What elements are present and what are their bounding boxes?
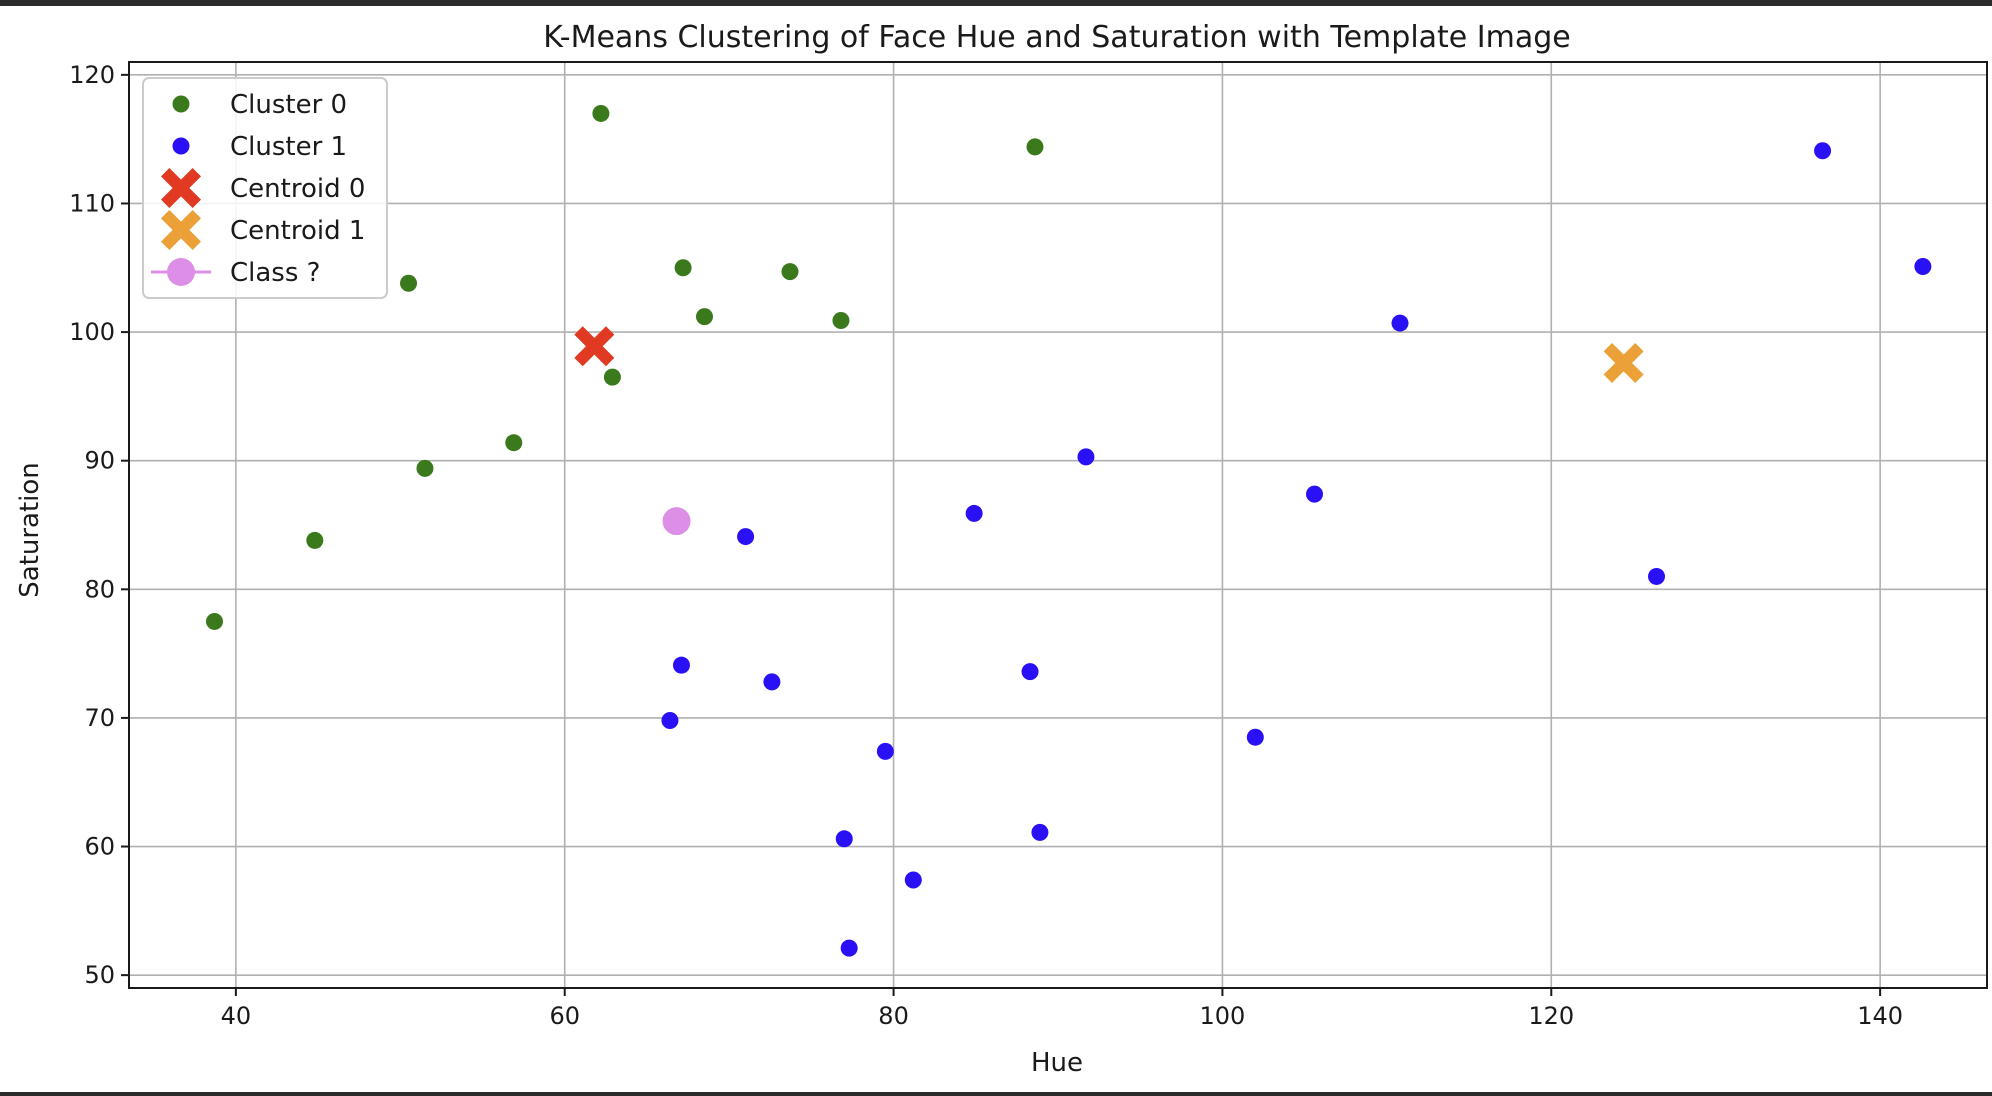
cluster-1-point <box>1077 448 1095 466</box>
legend-centroid-1-swatch <box>161 210 201 250</box>
cluster-0-point <box>1026 138 1044 156</box>
cluster-1-point <box>1391 314 1409 332</box>
window-bottom-bar <box>0 1092 1992 1096</box>
cluster-0-point <box>505 434 523 452</box>
class-point <box>662 507 691 536</box>
x-tick-label: 40 <box>221 1002 252 1030</box>
cluster-0-point <box>206 612 224 630</box>
plot-frame <box>128 61 1988 989</box>
cluster-1-point <box>835 830 853 848</box>
cluster-0-point <box>592 104 610 122</box>
cluster-0-point <box>416 459 434 477</box>
x-tick-label: 80 <box>878 1002 909 1030</box>
cluster-0-point <box>781 263 799 281</box>
cluster-1-point <box>1648 567 1666 585</box>
legend-cluster-1-swatch <box>172 137 190 155</box>
cluster-1-point <box>1246 728 1264 746</box>
legend-box <box>142 77 388 299</box>
window-top-bar <box>0 0 1992 6</box>
y-axis-label: Saturation <box>15 462 45 598</box>
x-tick-label: 140 <box>1857 1002 1903 1030</box>
cluster-1-point <box>1306 485 1324 503</box>
cluster-1-point <box>1914 257 1932 275</box>
cluster-1-point <box>763 673 781 691</box>
y-tick-label: 60 <box>84 833 115 861</box>
cluster-1-point <box>965 504 983 522</box>
legend-centroid-0-swatch <box>161 168 201 208</box>
legend-cluster-0-label: Cluster 0 <box>230 90 347 120</box>
y-tick-label: 120 <box>69 61 115 89</box>
cluster-1-point <box>840 939 858 957</box>
cluster-0-point <box>695 308 713 326</box>
legend-centroid-0-label: Centroid 0 <box>230 174 365 204</box>
cluster-0-point <box>306 531 324 549</box>
x-tick-label: 120 <box>1528 1002 1574 1030</box>
cluster-1-point <box>1031 823 1049 841</box>
legend-class-label: Class ? <box>230 258 320 288</box>
y-tick-label: 50 <box>84 961 115 989</box>
cluster-0-point <box>674 259 692 277</box>
grid-lines <box>129 62 1987 988</box>
cluster-1-point <box>876 742 894 760</box>
x-tick-label: 60 <box>549 1002 580 1030</box>
x-tick-label: 100 <box>1200 1002 1246 1030</box>
x-axis-label: Hue <box>1031 1048 1083 1078</box>
cluster-1-point <box>904 871 922 889</box>
centroid-1-marker <box>1603 342 1644 383</box>
cluster-0-point <box>400 274 418 292</box>
cluster-1-point <box>1021 663 1039 681</box>
legend-centroid-1-label: Centroid 1 <box>230 216 365 246</box>
chart-title: K-Means Clustering of Face Hue and Satur… <box>543 20 1571 55</box>
legend: Cluster 0 Cluster 1 Centroid 0 Centroid 1 Cl… <box>142 77 388 299</box>
y-tick-label: 90 <box>84 447 115 475</box>
cluster-1-point <box>1814 142 1832 160</box>
legend-class-swatch <box>167 258 195 286</box>
y-tick-label: 100 <box>69 318 115 346</box>
cluster-1-point <box>661 711 679 729</box>
y-tick-label: 80 <box>84 575 115 603</box>
cluster-1-point <box>672 656 690 674</box>
data-points <box>206 104 1932 957</box>
y-tick-label: 110 <box>69 189 115 217</box>
centroid-0-marker <box>574 326 615 367</box>
legend-cluster-0-swatch <box>172 95 190 113</box>
y-tick-label: 70 <box>84 704 115 732</box>
cluster-0-point <box>832 312 850 330</box>
legend-cluster-1-label: Cluster 1 <box>230 132 347 162</box>
cluster-0-point <box>603 368 621 386</box>
cluster-1-point <box>737 528 755 546</box>
axis-ticks: 40 60 80 100 120 140 50 60 70 80 90 100 110 120 <box>69 61 1903 1030</box>
